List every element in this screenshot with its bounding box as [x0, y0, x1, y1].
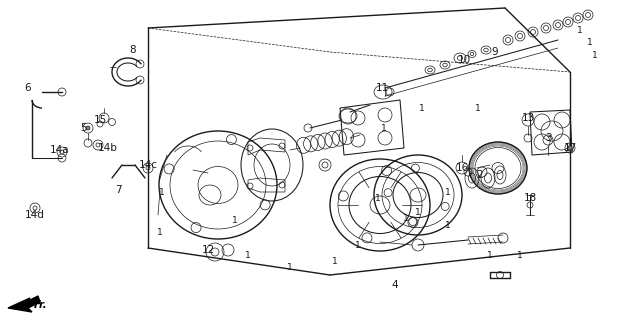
Text: 13: 13 — [522, 113, 535, 123]
Text: 1: 1 — [232, 215, 238, 225]
Text: 14a: 14a — [50, 145, 70, 155]
Text: 10: 10 — [457, 55, 470, 65]
Text: 1: 1 — [245, 251, 251, 260]
Text: 14d: 14d — [25, 210, 45, 220]
Text: 6: 6 — [25, 83, 32, 93]
Circle shape — [86, 126, 90, 130]
Text: 8: 8 — [130, 45, 137, 55]
Text: 1: 1 — [517, 251, 523, 260]
Text: 18: 18 — [523, 193, 536, 203]
Text: 1: 1 — [355, 241, 361, 250]
Text: 7: 7 — [115, 185, 121, 195]
Text: 9: 9 — [492, 47, 498, 57]
Polygon shape — [8, 296, 40, 312]
Text: 15: 15 — [93, 115, 107, 125]
Text: 1: 1 — [403, 213, 409, 222]
Text: 3: 3 — [544, 133, 551, 143]
Text: 5: 5 — [81, 123, 87, 133]
Text: 12: 12 — [201, 245, 214, 255]
Text: 1: 1 — [332, 258, 338, 267]
Text: Fr.: Fr. — [34, 300, 48, 310]
Text: 1: 1 — [587, 37, 593, 46]
Text: 1: 1 — [157, 228, 163, 236]
Text: 1: 1 — [592, 51, 598, 60]
Text: 1: 1 — [475, 103, 481, 113]
Text: 1: 1 — [445, 188, 451, 196]
Text: 14b: 14b — [98, 143, 118, 153]
Text: 1: 1 — [287, 263, 293, 273]
Text: 16: 16 — [455, 163, 468, 173]
Text: 1: 1 — [159, 188, 165, 196]
Text: 4: 4 — [392, 280, 399, 290]
Text: 1: 1 — [375, 194, 381, 203]
Text: 2: 2 — [476, 170, 483, 180]
Text: 1: 1 — [381, 124, 387, 132]
Text: 1: 1 — [577, 26, 583, 35]
Text: 17: 17 — [564, 143, 577, 153]
Text: 11: 11 — [375, 83, 389, 93]
Circle shape — [568, 146, 572, 150]
Text: 1: 1 — [445, 220, 451, 229]
Text: 1: 1 — [487, 251, 493, 260]
Text: 14c: 14c — [138, 160, 158, 170]
Text: 1: 1 — [419, 103, 425, 113]
Text: 1: 1 — [415, 207, 421, 217]
